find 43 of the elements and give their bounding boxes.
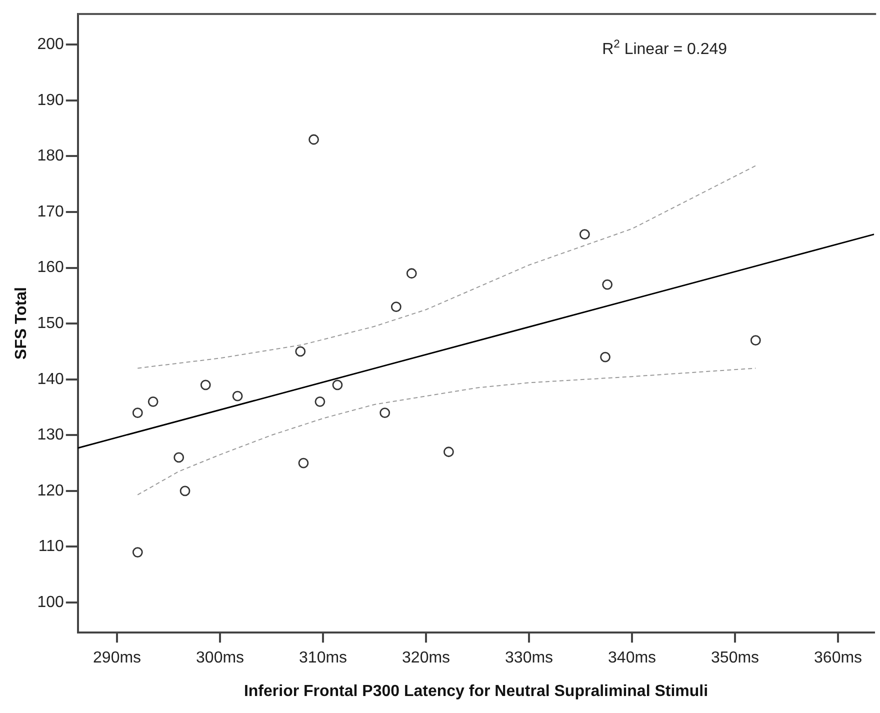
point xyxy=(200,380,211,390)
y-tick-label: 140 xyxy=(37,370,64,388)
y-tick-label: 160 xyxy=(37,259,64,276)
point xyxy=(444,446,454,458)
point xyxy=(750,335,761,346)
x-tick-label: 300ms xyxy=(196,650,244,667)
y-tick-label: 190 xyxy=(37,92,64,109)
y-axis-title: SFS Total xyxy=(13,287,30,360)
point xyxy=(132,408,143,418)
point xyxy=(298,458,309,468)
x-tick-label: 290ms xyxy=(93,650,142,667)
point xyxy=(579,229,590,240)
point xyxy=(600,352,610,362)
x-tick-label: 310ms xyxy=(299,650,348,667)
point xyxy=(602,279,613,290)
y-tick-label: 170 xyxy=(37,203,64,220)
y-tick-label: 110 xyxy=(38,538,64,556)
x-tick-label: 320ms xyxy=(402,650,450,667)
point xyxy=(180,486,190,496)
y-tick-label: 200 xyxy=(37,36,64,54)
line-series xyxy=(137,368,756,496)
point xyxy=(132,547,143,558)
line-series xyxy=(137,165,756,369)
y-tick-label: 120 xyxy=(37,482,64,500)
point xyxy=(390,302,402,312)
point xyxy=(148,396,158,407)
y-tick-label: 130 xyxy=(37,426,64,444)
point xyxy=(232,390,243,402)
point xyxy=(295,346,306,357)
x-axis-title: Inferior Frontal P300 Latency for Neutral Supraliminal Stimuli xyxy=(244,682,708,700)
x-tick-label: 340ms xyxy=(608,650,656,667)
y-tick-label: 180 xyxy=(37,148,64,165)
point xyxy=(380,408,390,418)
y-tick-label: 100 xyxy=(37,594,64,611)
x-tick-label: 350ms xyxy=(711,650,760,667)
point xyxy=(174,452,184,463)
point xyxy=(308,134,319,145)
x-tick-label: 360ms xyxy=(814,650,862,667)
point xyxy=(406,268,417,279)
point xyxy=(332,380,343,390)
point xyxy=(314,396,326,407)
x-tick-label: 330ms xyxy=(505,650,554,667)
y-tick-label: 150 xyxy=(37,314,64,332)
